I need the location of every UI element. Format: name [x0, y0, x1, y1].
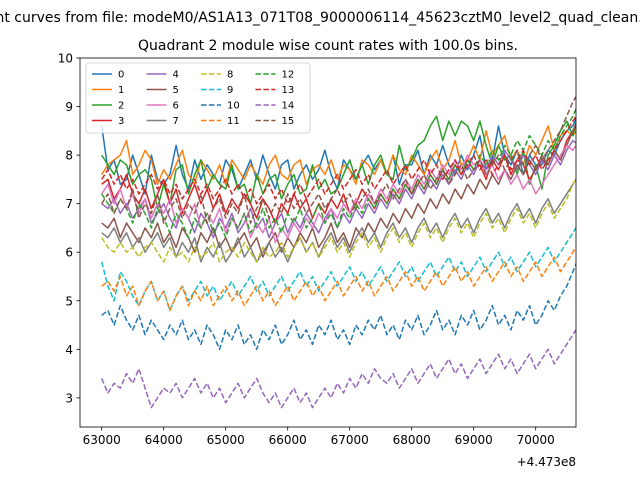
legend-label-14: 14 — [282, 101, 295, 112]
x-tick-label-63000: 63000 — [83, 433, 121, 447]
legend-label-3: 3 — [118, 116, 124, 127]
series-line-2 — [101, 115, 576, 210]
x-tick-label-64000: 64000 — [145, 433, 183, 447]
y-tick-label-3: 3 — [65, 391, 73, 405]
legend-label-7: 7 — [173, 116, 179, 127]
series-line-5 — [101, 121, 576, 258]
x-tick-label-69000: 69000 — [455, 433, 493, 447]
legend-label-1: 1 — [118, 85, 124, 96]
x-offset-label: +4.473e8 — [517, 455, 576, 469]
plot-lines — [100, 95, 576, 409]
legend-label-13: 13 — [282, 85, 295, 96]
series-line-9 — [100, 226, 576, 312]
series-line-4 — [101, 139, 576, 239]
series-line-8 — [101, 177, 576, 263]
series-line-15 — [101, 95, 576, 224]
x-tick-label-68000: 68000 — [393, 433, 431, 447]
legend-label-6: 6 — [173, 101, 179, 112]
axes: 63000 64000 65000 66000 67000 68000 69000 70000… — [58, 52, 577, 447]
figure-suptitle: Light curves from file: modeM0/AS1A13_07… — [0, 10, 640, 26]
y-tick-label-4: 4 — [65, 343, 73, 357]
x-tick-label-70000: 70000 — [517, 433, 555, 447]
chart-title: Quadrant 2 module wise count rates with … — [138, 38, 518, 54]
series-line-11 — [101, 245, 576, 312]
legend-label-2: 2 — [118, 101, 124, 112]
plot-frame — [79, 57, 577, 428]
legend-label-9: 9 — [227, 85, 233, 96]
x-tick-label-65000: 65000 — [207, 433, 245, 447]
y-tick-label-9: 9 — [65, 100, 73, 114]
x-tick-label-67000: 67000 — [331, 433, 369, 447]
legend-box — [85, 62, 311, 134]
y-tick-label-7: 7 — [65, 197, 73, 211]
legend-label-11: 11 — [227, 116, 240, 127]
x-tick-label-66000: 66000 — [269, 433, 307, 447]
y-tick-label-5: 5 — [65, 294, 73, 308]
legend-label-12: 12 — [282, 70, 295, 81]
y-tick-label-6: 6 — [65, 246, 73, 260]
series-line-14 — [101, 328, 576, 409]
legend-label-8: 8 — [227, 70, 233, 81]
legend-label-0: 0 — [118, 70, 124, 81]
legend-label-15: 15 — [282, 116, 295, 127]
legend-label-4: 4 — [173, 70, 179, 81]
legend-label-5: 5 — [173, 85, 179, 96]
series-line-3 — [101, 124, 576, 224]
series-line-1 — [101, 125, 576, 185]
y-tick-label-10: 10 — [58, 52, 73, 66]
series-line-10 — [101, 262, 576, 351]
series-line-13 — [101, 114, 576, 205]
legend-label-10: 10 — [227, 101, 240, 112]
series-line-6 — [101, 144, 576, 244]
y-tick-label-8: 8 — [65, 149, 73, 163]
